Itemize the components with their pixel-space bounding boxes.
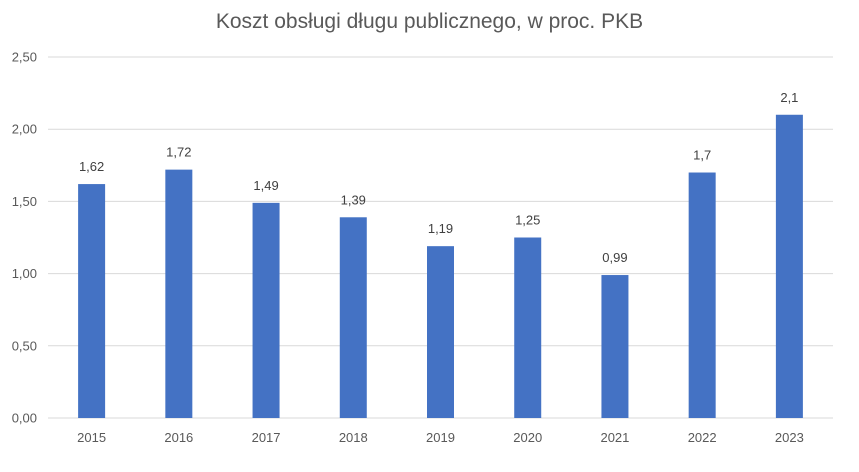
x-tick-label-2018: 2018	[339, 430, 368, 445]
bar-2022	[688, 172, 716, 418]
y-tick-label: 2,00	[12, 122, 37, 137]
x-tick-label-2020: 2020	[513, 430, 542, 445]
data-label-2019: 1,19	[428, 221, 453, 236]
bars	[78, 114, 803, 418]
bar-2021	[601, 275, 629, 418]
bar-2023	[775, 114, 803, 418]
data-label-2018: 1,39	[341, 192, 366, 207]
data-label-2016: 1,72	[166, 145, 191, 160]
data-label-2020: 1,25	[515, 213, 540, 228]
data-label-2017: 1,49	[253, 178, 278, 193]
data-label-2022: 1,7	[693, 148, 711, 163]
bar-2018	[339, 217, 367, 418]
x-tick-label-2016: 2016	[164, 430, 193, 445]
x-tick-label-2017: 2017	[252, 430, 281, 445]
bar-2019	[427, 246, 454, 418]
bar-2017	[252, 202, 280, 418]
x-axis-ticks: 2015 2016 2017 2018 2019 2020 2021 2022 2023	[77, 430, 804, 445]
x-tick-label-2023: 2023	[775, 430, 804, 445]
chart-title: Koszt obsługi długu publicznego, w proc.…	[215, 10, 644, 33]
y-tick-label: 1,50	[12, 194, 37, 209]
bar-2015	[78, 184, 106, 418]
bar-2016	[165, 169, 193, 418]
x-tick-label-2021: 2021	[600, 430, 629, 445]
data-label-2015: 1,62	[79, 159, 104, 174]
data-labels: 1,62 1,72 1,49 1,39 1,19 1,25 0,99 1,7 2,1	[79, 90, 798, 265]
y-tick-label: 0,00	[12, 411, 37, 426]
x-tick-label-2019: 2019	[426, 430, 455, 445]
y-tick-label: 0,50	[12, 338, 37, 353]
data-label-2023: 2,1	[780, 90, 798, 105]
y-axis-ticks: 0,00 0,50 1,00 1,50 2,00 2,50	[12, 50, 37, 426]
x-tick-label-2022: 2022	[688, 430, 717, 445]
bar-2020	[514, 237, 542, 418]
y-tick-label: 1,00	[12, 266, 37, 281]
data-label-2021: 0,99	[602, 250, 627, 265]
y-tick-label: 2,50	[12, 50, 37, 65]
x-tick-label-2015: 2015	[77, 430, 106, 445]
